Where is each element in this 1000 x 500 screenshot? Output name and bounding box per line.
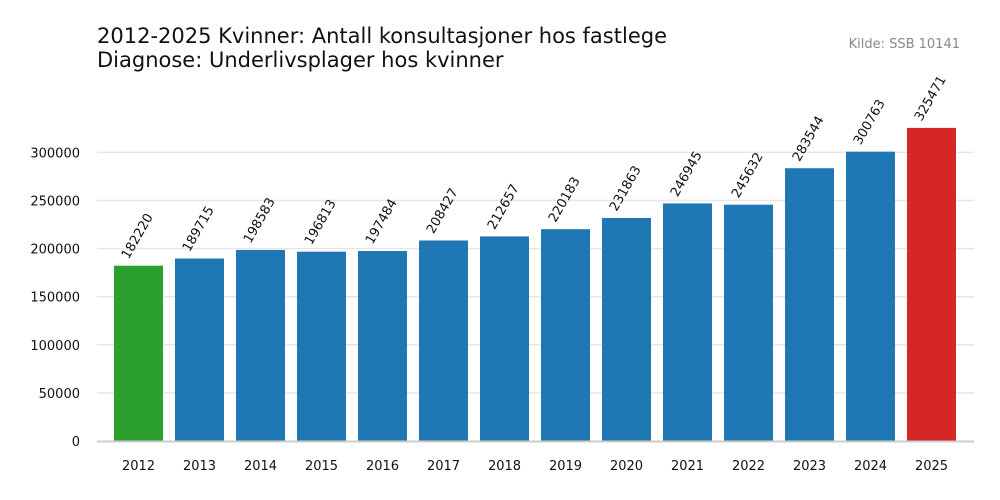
data-label: 196813 [302, 197, 340, 247]
x-tick-label: 2020 [610, 459, 643, 474]
y-tick-label: 50000 [39, 387, 80, 402]
gridlines [97, 152, 974, 393]
data-label: 189715 [180, 204, 218, 254]
bars [114, 128, 956, 441]
bar-2025 [907, 128, 956, 441]
bar-2013 [175, 258, 224, 441]
data-label: 212657 [485, 182, 523, 232]
bar-2024 [846, 152, 895, 441]
bar-2014 [236, 250, 285, 441]
bar-2021 [663, 203, 712, 441]
y-tick-label: 0 [72, 435, 80, 450]
y-tick-label: 200000 [30, 243, 80, 258]
x-axis-ticks: 2012 2013 2014 2015 2016 2017 2018 2019 2020 2021… [122, 459, 948, 474]
data-label: 325471 [912, 73, 950, 123]
x-tick-label: 2024 [854, 459, 887, 474]
bar-2022 [724, 205, 773, 441]
bar-2019 [541, 229, 590, 441]
y-tick-label: 300000 [30, 146, 80, 161]
x-tick-label: 2015 [305, 459, 338, 474]
bar-2018 [480, 236, 529, 441]
y-tick-label: 150000 [30, 291, 80, 306]
x-tick-label: 2022 [732, 459, 765, 474]
x-tick-label: 2017 [427, 459, 460, 474]
x-tick-label: 2018 [488, 459, 521, 474]
bar-2015 [297, 252, 346, 441]
data-label: 231863 [607, 163, 645, 213]
data-label: 182220 [119, 211, 157, 261]
x-tick-label: 2014 [244, 459, 277, 474]
y-axis-ticks: 0 50000 100000 150000 200000 250000 300000 [30, 146, 80, 450]
bar-2020 [602, 218, 651, 441]
x-tick-label: 2023 [793, 459, 826, 474]
x-tick-label: 2019 [549, 459, 582, 474]
bar-2017 [419, 240, 468, 441]
bar-2023 [785, 168, 834, 441]
data-label: 246945 [668, 149, 706, 199]
data-label: 283544 [790, 114, 828, 164]
data-label: 300763 [851, 97, 889, 147]
x-tick-label: 2013 [183, 459, 216, 474]
y-tick-label: 100000 [30, 339, 80, 354]
bar-2012 [114, 266, 163, 441]
data-label: 197484 [363, 197, 401, 247]
x-tick-label: 2012 [122, 459, 155, 474]
data-label: 245632 [729, 150, 767, 200]
x-tick-label: 2025 [915, 459, 948, 474]
x-tick-label: 2021 [671, 459, 704, 474]
data-label: 198583 [241, 195, 279, 245]
data-label: 208427 [424, 186, 462, 236]
y-tick-label: 250000 [30, 195, 80, 210]
x-tick-label: 2016 [366, 459, 399, 474]
bar-2016 [358, 251, 407, 441]
